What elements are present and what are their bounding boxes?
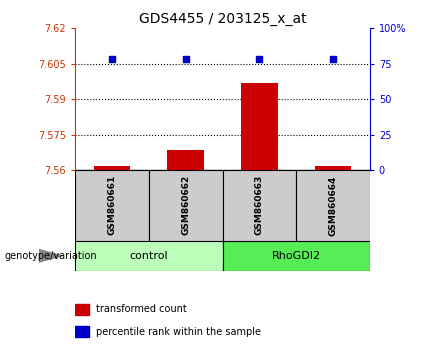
- Text: RhoGDI2: RhoGDI2: [272, 251, 321, 261]
- Point: [256, 57, 263, 62]
- Bar: [94, 166, 130, 170]
- Bar: [75, 170, 149, 241]
- Text: genotype/variation: genotype/variation: [4, 251, 97, 261]
- Bar: [149, 170, 223, 241]
- Bar: [167, 150, 204, 170]
- Text: control: control: [129, 251, 168, 261]
- Bar: [296, 170, 370, 241]
- Bar: [315, 166, 351, 170]
- Bar: [75, 326, 89, 337]
- Point: [109, 57, 116, 62]
- Text: GSM860662: GSM860662: [181, 175, 190, 235]
- Text: GSM860664: GSM860664: [329, 175, 338, 235]
- Point: [182, 57, 189, 62]
- Bar: [241, 82, 278, 170]
- Bar: [223, 170, 296, 241]
- Point: [329, 57, 336, 62]
- Text: GSM860661: GSM860661: [108, 175, 117, 235]
- Bar: [75, 241, 223, 271]
- Bar: [223, 241, 370, 271]
- Bar: [75, 304, 89, 315]
- Polygon shape: [39, 249, 64, 263]
- Text: percentile rank within the sample: percentile rank within the sample: [96, 326, 261, 337]
- Text: transformed count: transformed count: [96, 304, 187, 314]
- Title: GDS4455 / 203125_x_at: GDS4455 / 203125_x_at: [139, 12, 306, 26]
- Text: GSM860663: GSM860663: [255, 175, 264, 235]
